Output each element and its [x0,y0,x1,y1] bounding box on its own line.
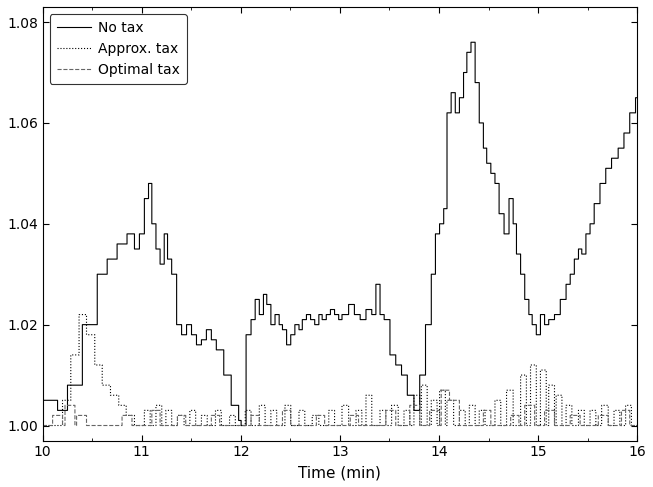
Approx. tax [112,393,119,398]
No tax [202,327,210,333]
No tax [431,271,439,277]
No tax [237,423,245,429]
Approx. tax [39,423,46,429]
Optimal tax [438,387,445,393]
Optimal tax [50,412,57,418]
Line: Approx. tax: Approx. tax [42,315,637,426]
Optimal tax [413,402,421,408]
X-axis label: Time (min): Time (min) [298,465,381,480]
No tax [171,271,179,277]
Optimal tax [39,423,46,429]
Approx. tax [172,423,180,429]
Optimal tax [171,423,179,429]
No tax [413,408,421,413]
Optimal tax [633,423,641,429]
No tax [111,256,119,262]
Approx. tax [413,393,421,398]
Approx. tax [203,423,211,429]
No tax [39,397,46,403]
Line: No tax: No tax [42,42,637,426]
No tax [467,39,475,45]
Approx. tax [75,312,83,318]
No tax [633,95,641,101]
Approx. tax [50,423,57,429]
Approx. tax [633,423,641,429]
Legend: No tax, Approx. tax, Optimal tax: No tax, Approx. tax, Optimal tax [50,14,187,84]
Optimal tax [430,408,438,413]
Approx. tax [431,397,439,403]
Optimal tax [202,423,210,429]
Line: Optimal tax: Optimal tax [42,390,637,426]
Optimal tax [111,423,119,429]
No tax [50,397,57,403]
